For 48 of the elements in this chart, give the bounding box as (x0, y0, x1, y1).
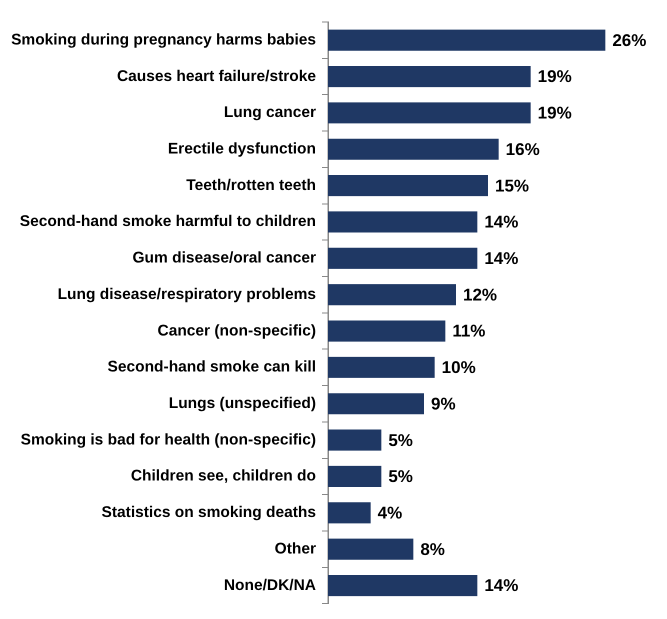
y-tick-label: None/DK/NA (224, 576, 316, 594)
data-label: 8% (420, 540, 445, 559)
data-label: 14% (484, 212, 518, 232)
y-tick-label: Erectile dysfunction (168, 140, 316, 158)
bar (328, 284, 456, 306)
bar (328, 30, 606, 51)
data-label: 5% (388, 467, 413, 486)
y-tick-label: Second-hand smoke can kill (108, 358, 316, 376)
y-tick-label: Other (274, 540, 316, 558)
data-label: 10% (442, 358, 476, 378)
y-tick-label: Lungs (unspecified) (168, 395, 316, 412)
bar (328, 138, 499, 160)
data-label: 4% (378, 503, 402, 522)
y-tick-label: Teeth/rotten teeth (186, 176, 316, 194)
y-tick-label: Second-hand smoke harmful to children (20, 213, 316, 230)
bar (328, 538, 414, 560)
data-label: 14% (484, 576, 518, 596)
y-tick-label: Children see, children do (130, 468, 316, 485)
bar (328, 466, 382, 487)
data-label: 11% (452, 322, 486, 341)
data-label: 19% (538, 67, 572, 86)
data-label: 16% (506, 140, 540, 159)
data-label: 19% (538, 104, 572, 123)
data-label: 12% (463, 285, 498, 304)
y-tick-label: Statistics on smoking deaths (102, 504, 316, 522)
bar (328, 248, 478, 269)
bar (328, 320, 446, 342)
bar (328, 66, 531, 88)
bar (328, 574, 478, 596)
bar (328, 430, 382, 451)
data-label: 14% (484, 249, 518, 268)
bar (328, 175, 488, 196)
y-tick-label: Cancer (non-specific) (158, 322, 316, 340)
bar (328, 356, 435, 378)
data-label: 26% (612, 30, 646, 50)
bar (328, 102, 531, 124)
y-tick-label: Lung cancer (224, 104, 316, 122)
data-label: 9% (431, 394, 456, 414)
data-label: 5% (388, 430, 413, 450)
bar (328, 211, 478, 233)
y-tick-label: Lung disease/respiratory problems (58, 286, 316, 303)
bar (328, 393, 424, 414)
y-tick-label: Smoking is bad for health (non-specific) (20, 431, 316, 448)
y-tick-label: Causes heart failure/stroke (116, 68, 316, 85)
data-label: 15% (495, 176, 530, 196)
bar (328, 502, 371, 524)
y-tick-label: Smoking during pregnancy harms babies (11, 31, 316, 48)
y-tick-label: Gum disease/oral cancer (132, 250, 316, 267)
